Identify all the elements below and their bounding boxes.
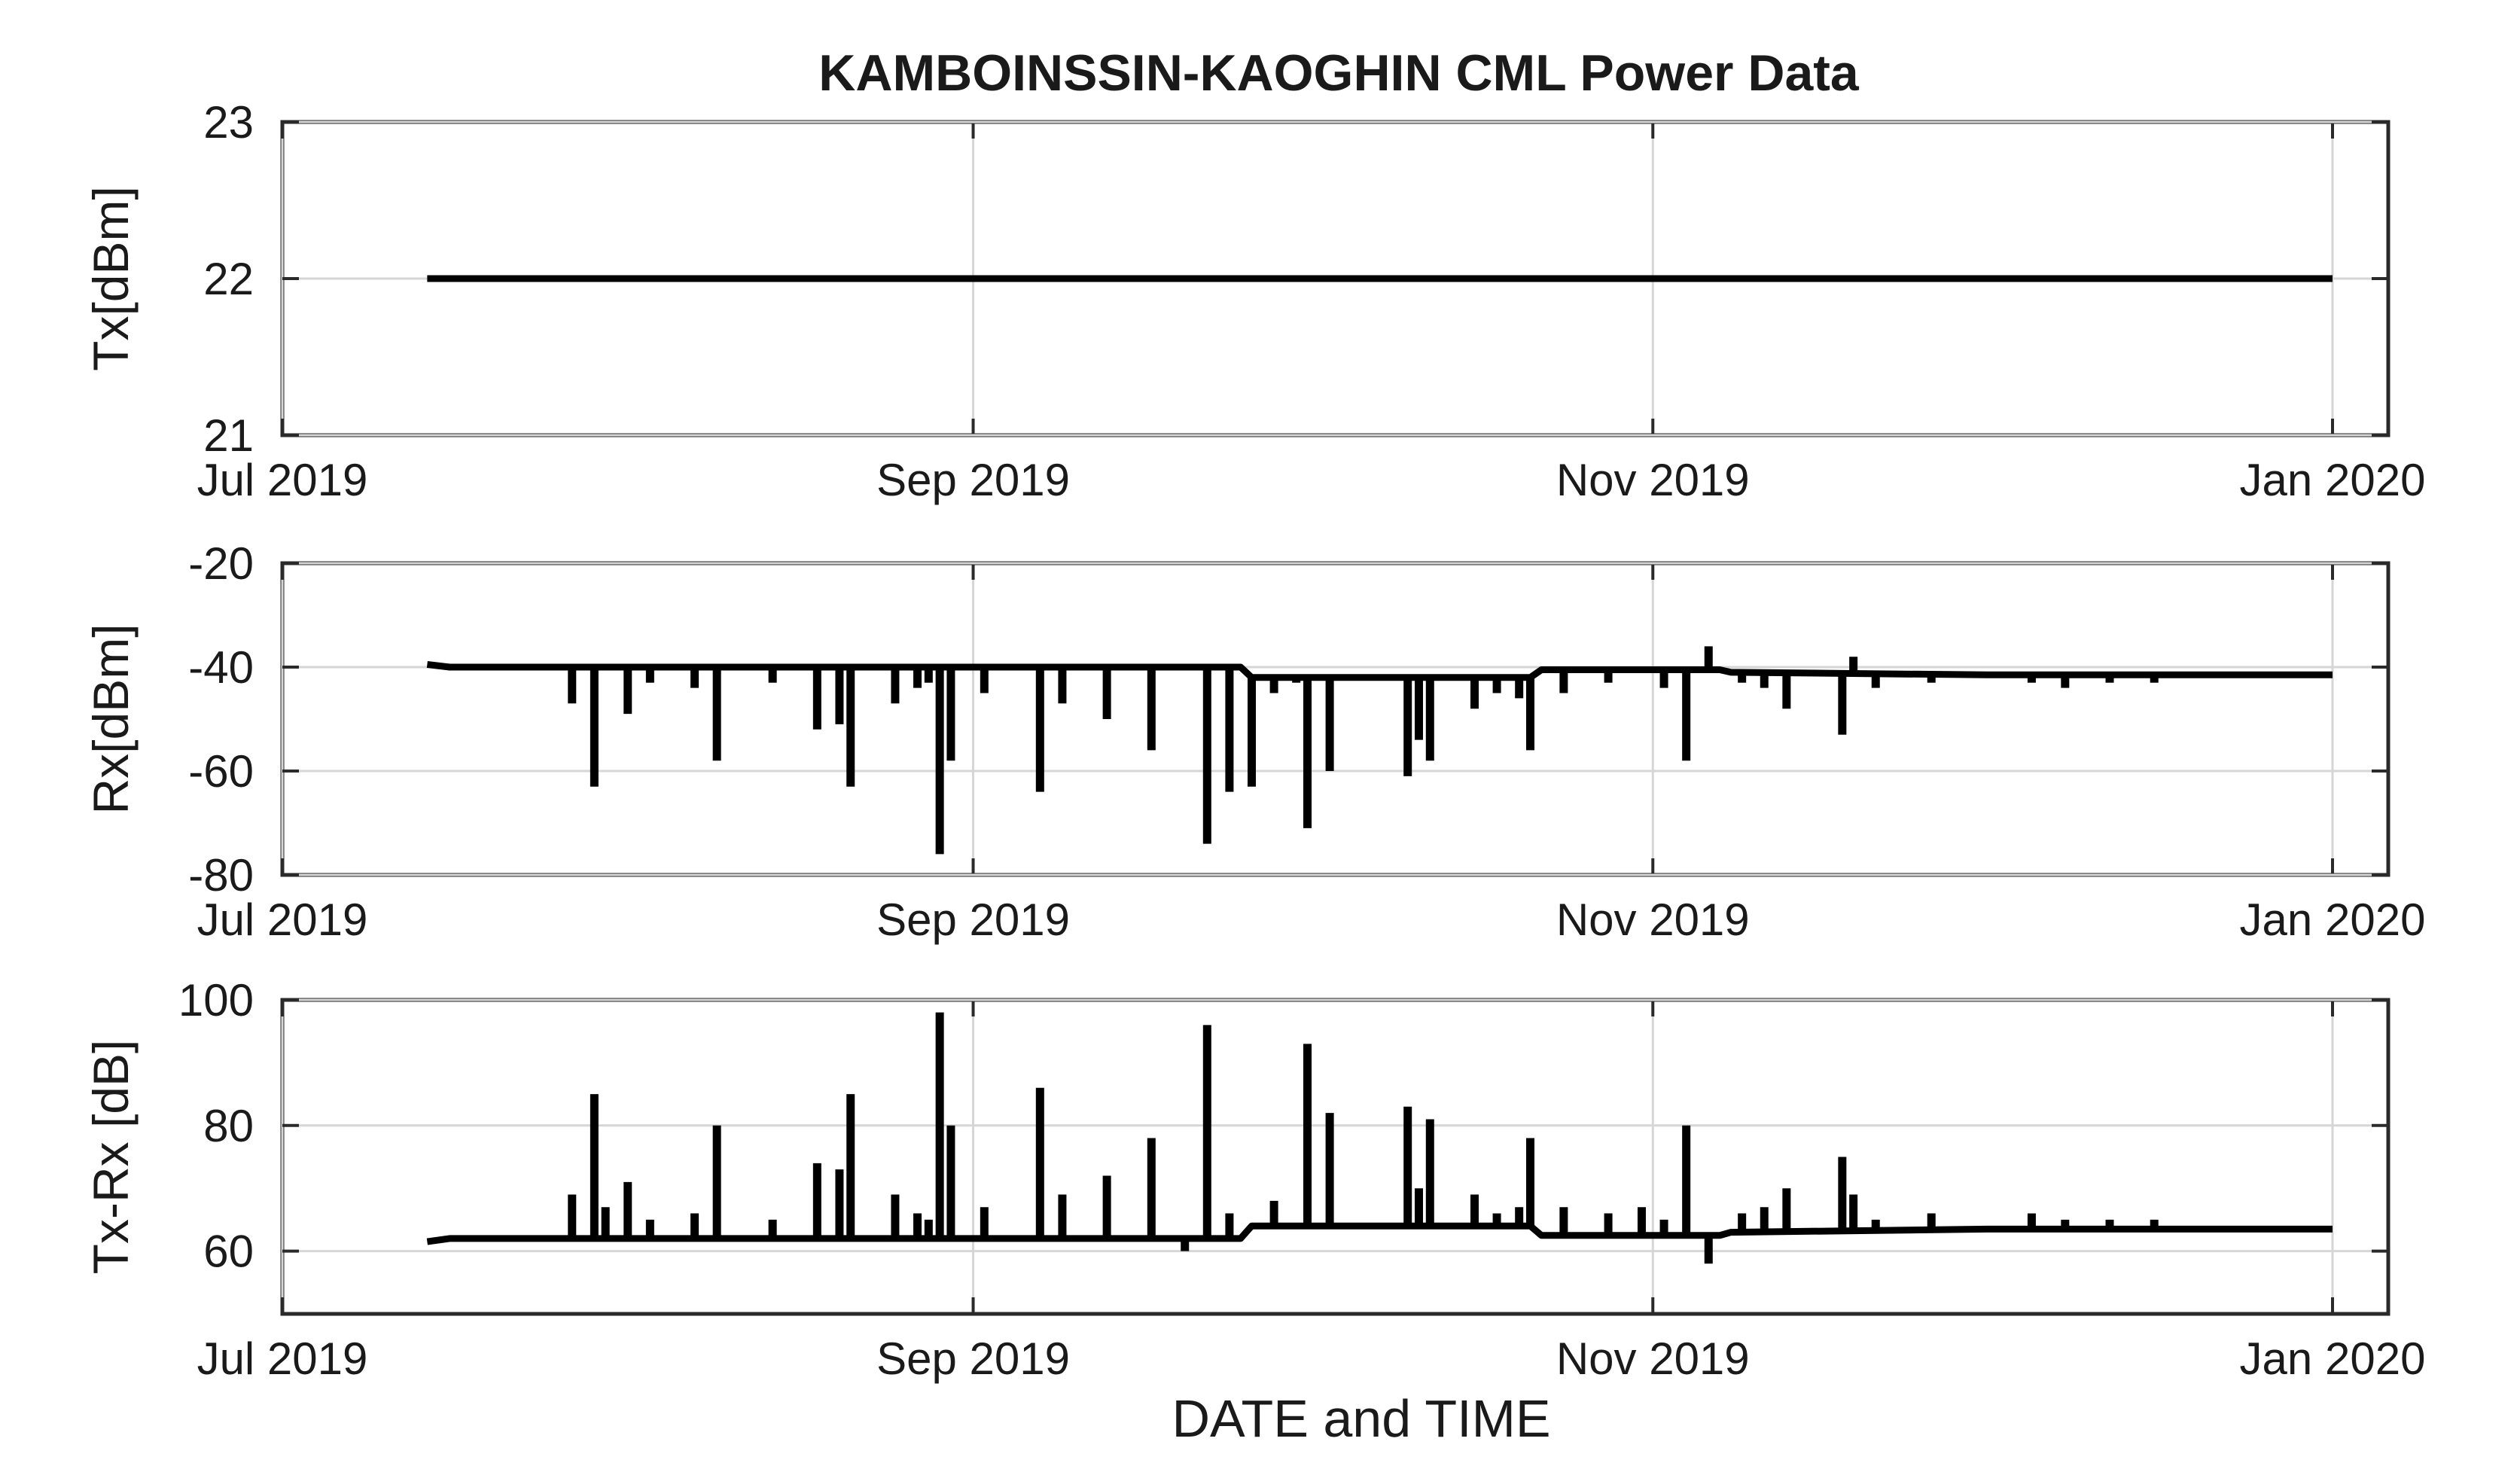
axes-box-txrx xyxy=(280,998,2390,1316)
y-tick-label: -40 xyxy=(188,642,254,693)
x-tick-label: Jul 2019 xyxy=(197,894,368,945)
x-tick-label: Nov 2019 xyxy=(1556,1333,1750,1384)
y-tick-label: 22 xyxy=(203,254,254,304)
y-tick-label: 23 xyxy=(203,97,254,148)
plot-area-rx xyxy=(426,646,2333,855)
figure-title: KAMBOINSSIN-KAOGHIN CML Power Data xyxy=(818,44,1860,102)
panel-txrx: Jul 2019 Sep 2019 Nov 2019 Jan 2020 60 80 100 T… xyxy=(83,975,2425,1384)
x-axis-label: DATE and TIME xyxy=(1172,1389,1550,1448)
x-tick-label: Nov 2019 xyxy=(1556,894,1750,945)
x-tick-label: Jul 2019 xyxy=(197,455,368,505)
y-tick-label: -60 xyxy=(188,746,254,797)
y-tick-label: 80 xyxy=(203,1101,254,1151)
y-tick-label: 60 xyxy=(203,1227,254,1277)
series-line-txrx xyxy=(426,1222,2333,1245)
y-axis-label-tx: Tx[dBm] xyxy=(83,186,139,371)
y-axis-label-txrx: Tx-Rx [dB] xyxy=(83,1040,139,1275)
x-tick-label: Sep 2019 xyxy=(876,894,1070,945)
y-tick-label: -20 xyxy=(188,538,254,589)
x-tick-label: Jul 2019 xyxy=(197,1333,368,1384)
x-tick-label: Jan 2020 xyxy=(2240,455,2426,505)
panel-tx: Jul 2019 Sep 2019 Nov 2019 Jan 2020 21 22 23 Tx… xyxy=(83,97,2425,505)
plot-area-txrx xyxy=(426,1012,2333,1264)
y-tick-label: 21 xyxy=(203,410,254,461)
x-tick-label: Jan 2020 xyxy=(2240,894,2426,945)
y-tick-label: -80 xyxy=(188,850,254,901)
y-axis-label-rx: Rx[dBm] xyxy=(83,623,139,814)
y-tick-label: 100 xyxy=(178,975,254,1026)
x-tick-label: Sep 2019 xyxy=(876,1333,1070,1384)
x-tick-label: Jan 2020 xyxy=(2240,1333,2426,1384)
x-tick-label: Sep 2019 xyxy=(876,455,1070,505)
series-line-rx xyxy=(426,661,2333,681)
panel-rx: Jul 2019 Sep 2019 Nov 2019 Jan 2020 -80 -60 -4… xyxy=(83,538,2425,945)
x-tick-label: Nov 2019 xyxy=(1556,455,1750,505)
